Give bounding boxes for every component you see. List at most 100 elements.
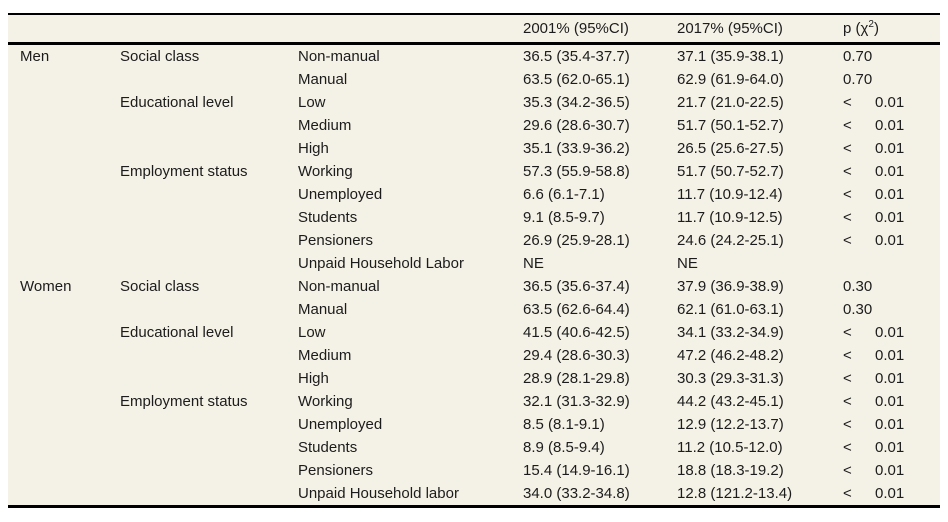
category-cell	[120, 298, 298, 321]
category-cell: Social class	[120, 48, 200, 65]
p-value-cell: 0.70	[843, 44, 940, 69]
p-sign: <	[843, 485, 852, 502]
table-container: 2001% (95%CI) 2017% (95%CI) p (χ2) Men S…	[8, 13, 940, 508]
value-2001-cell: 41.5 (40.6-42.5)	[523, 324, 630, 341]
header-2001-cell: 2001% (95%CI)	[523, 14, 677, 45]
value-2017-cell: 24.6 (24.2-25.1)	[677, 232, 784, 249]
p-sign: <	[843, 209, 852, 226]
subcategory-cell: Pensioners	[298, 232, 374, 249]
value-2017-cell: 18.8 (18.3-19.2)	[677, 462, 784, 479]
value-2001-cell: 29.4 (28.6-30.3)	[523, 347, 630, 364]
table-row: Men Social class Non-manual 36.5 (35.4-3…	[8, 44, 940, 69]
p-value: 0.01	[875, 163, 905, 180]
p-value-cell: 0.70	[843, 68, 940, 91]
p-value-cell: <0.01	[843, 160, 940, 183]
table-row: Unemployed 6.6 (6.1-7.1) 11.7 (10.9-12.4…	[8, 183, 940, 206]
subcategory-cell: Working	[298, 393, 353, 410]
group-cell	[8, 390, 120, 413]
table-row: Women Social class Non-manual 36.5 (35.6…	[8, 275, 940, 298]
group-cell	[8, 298, 120, 321]
p-value-cell: <0.01	[843, 344, 940, 367]
p-sign: <	[843, 416, 852, 433]
value-2001-cell: 35.1 (33.9-36.2)	[523, 140, 630, 157]
table-row: Manual 63.5 (62.0-65.1) 62.9 (61.9-64.0)…	[8, 68, 940, 91]
p-value-cell: <0.01	[843, 114, 940, 137]
value-2017-cell: 37.1 (35.9-38.1)	[677, 48, 784, 65]
header-p-cell: p (χ2)	[843, 14, 940, 45]
table-row: Medium 29.4 (28.6-30.3) 47.2 (46.2-48.2)…	[8, 344, 940, 367]
group-cell	[8, 459, 120, 482]
p-value: 0.01	[875, 232, 905, 249]
p-value: 0.01	[875, 324, 905, 341]
value-2017-cell: 11.7 (10.9-12.5)	[677, 209, 783, 226]
subcategory-cell: Pensioners	[298, 462, 374, 479]
p-value: 0.01	[875, 186, 905, 203]
value-2017-cell: 37.9 (36.9-38.9)	[677, 278, 784, 295]
subcategory-cell: Unpaid Household labor	[298, 485, 459, 502]
group-cell	[8, 114, 120, 137]
table-row: Employment status Working 32.1 (31.3-32.…	[8, 390, 940, 413]
group-cell	[8, 482, 120, 507]
p-sign: <	[843, 94, 852, 111]
p-value: 0.30	[843, 278, 873, 295]
p-value: 0.01	[875, 393, 905, 410]
p-value-cell: <0.01	[843, 229, 940, 252]
value-2001-cell: 63.5 (62.0-65.1)	[523, 71, 630, 88]
p-value: 0.01	[875, 209, 905, 226]
group-cell: Men	[20, 48, 50, 65]
p-value: 0.30	[843, 301, 873, 318]
category-cell	[120, 68, 298, 91]
value-2001-cell: 63.5 (62.6-64.4)	[523, 301, 630, 318]
value-2001-cell: 34.0 (33.2-34.8)	[523, 485, 630, 502]
group-cell	[8, 252, 120, 275]
p-value-cell: <0.01	[843, 183, 940, 206]
header-p-prefix: p (χ	[843, 20, 869, 37]
p-value-cell	[843, 252, 940, 275]
table-row: Employment status Working 57.3 (55.9-58.…	[8, 160, 940, 183]
group-cell	[8, 183, 120, 206]
subcategory-cell: Medium	[298, 347, 352, 364]
category-cell	[120, 183, 298, 206]
header-category-cell	[120, 14, 298, 45]
header-2017-cell: 2017% (95%CI)	[677, 14, 843, 45]
p-value: 0.01	[875, 94, 905, 111]
category-cell	[120, 344, 298, 367]
table-row: Students 9.1 (8.5-9.7) 11.7 (10.9-12.5) …	[8, 206, 940, 229]
table-row: High 28.9 (28.1-29.8) 30.3 (29.3-31.3) <…	[8, 367, 940, 390]
group-cell	[8, 321, 120, 344]
value-2017-cell: 51.7 (50.1-52.7)	[677, 117, 784, 134]
p-value-cell: <0.01	[843, 367, 940, 390]
subcategory-cell: Low	[298, 324, 326, 341]
category-cell	[120, 482, 298, 507]
subcategory-cell: Students	[298, 209, 358, 226]
p-value: 0.01	[875, 462, 905, 479]
value-2001-cell: 36.5 (35.6-37.4)	[523, 278, 630, 295]
p-value: 0.01	[875, 485, 905, 502]
group-cell	[8, 137, 120, 160]
value-2001-cell: 29.6 (28.6-30.7)	[523, 117, 630, 134]
group-cell	[8, 413, 120, 436]
table-row: Manual 63.5 (62.6-64.4) 62.1 (61.0-63.1)…	[8, 298, 940, 321]
value-2017-cell: 30.3 (29.3-31.3)	[677, 370, 784, 387]
value-2017-cell: 62.9 (61.9-64.0)	[677, 71, 784, 88]
p-value: 0.70	[843, 71, 873, 88]
category-cell	[120, 114, 298, 137]
p-value: 0.01	[875, 117, 905, 134]
table-header: 2001% (95%CI) 2017% (95%CI) p (χ2)	[8, 14, 940, 45]
subcategory-cell: Manual	[298, 71, 348, 88]
category-cell	[120, 206, 298, 229]
subcategory-cell: Unpaid Household Labor	[298, 255, 464, 272]
category-cell	[120, 137, 298, 160]
subcategory-cell: Medium	[298, 117, 352, 134]
p-value-cell: <0.01	[843, 459, 940, 482]
p-sign: <	[843, 163, 852, 180]
category-cell	[120, 367, 298, 390]
value-2017-cell: 11.7 (10.9-12.4)	[677, 186, 783, 203]
p-sign: <	[843, 462, 852, 479]
table-row: Unemployed 8.5 (8.1-9.1) 12.9 (12.2-13.7…	[8, 413, 940, 436]
category-cell	[120, 436, 298, 459]
category-cell: Educational level	[120, 94, 234, 111]
table-row: Educational level Low 41.5 (40.6-42.5) 3…	[8, 321, 940, 344]
value-2001-cell: 32.1 (31.3-32.9)	[523, 393, 630, 410]
